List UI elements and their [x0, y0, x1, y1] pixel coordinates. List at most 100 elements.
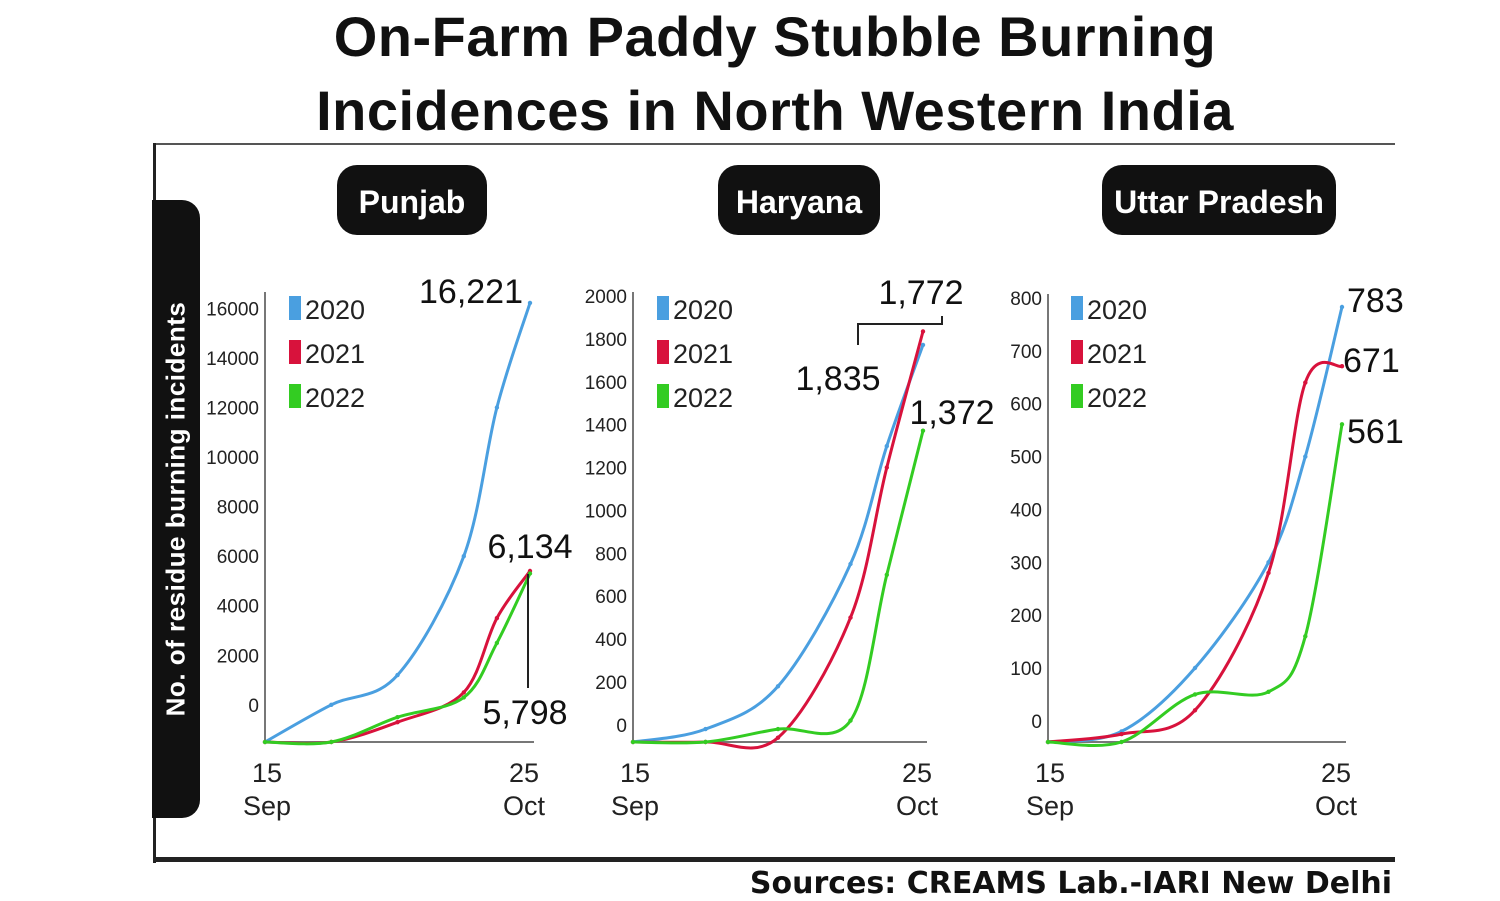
value-annotation: 6,134 [487, 528, 572, 566]
y-tick-label: 14000 [206, 349, 259, 370]
y-tick-label: 200 [1010, 606, 1042, 627]
x-tick-label: Sep [243, 791, 291, 821]
series-line-2022 [1047, 424, 1344, 748]
legend-swatch-2020 [657, 296, 669, 320]
data-point-2022 [1266, 689, 1271, 694]
y-tick-label: 800 [1010, 289, 1042, 310]
y-tick-label: 1600 [585, 373, 627, 394]
y-tick-label: 300 [1010, 553, 1042, 574]
legend-label-2022: 2022 [1087, 383, 1147, 413]
value-annotation: 5,798 [482, 694, 567, 732]
y-tick-label: 12000 [206, 399, 259, 420]
legend-swatch-2022 [1071, 384, 1083, 408]
y-tick-label: 1800 [585, 330, 627, 351]
data-point-2022 [329, 739, 334, 745]
y-tick-label: 1000 [585, 501, 627, 522]
data-point-2020 [920, 342, 926, 348]
y-tick-label: 10000 [206, 448, 259, 469]
data-point-2021 [775, 735, 781, 740]
legend-label-2022: 2022 [673, 383, 733, 413]
y-tick-label: 1400 [585, 416, 627, 437]
data-point-2021 [1266, 570, 1271, 576]
legend-swatch-2022 [289, 384, 301, 408]
y-tick-label: 500 [1010, 448, 1042, 469]
data-point-2022 [848, 718, 853, 723]
y-tick-label: 0 [248, 696, 259, 717]
value-annotation: 1,835 [795, 360, 880, 398]
chart-panel-3: Uttar Pradesh 0 100 200 300 400 500 600 700 800 15… [1010, 165, 1404, 821]
data-point-2022 [775, 726, 781, 732]
value-annotation: 783 [1347, 282, 1404, 320]
data-point-2022 [1303, 634, 1308, 639]
data-point-2021 [1339, 364, 1345, 369]
frame-top-rule [153, 143, 1395, 145]
value-annotation: 671 [1343, 342, 1400, 380]
legend-swatch-2022 [657, 384, 669, 408]
y-tick-label: 6000 [217, 547, 259, 568]
panel-title-pill [1102, 165, 1336, 235]
data-point-2020 [527, 300, 533, 306]
x-tick-label: Oct [503, 791, 546, 821]
legend-label-2020: 2020 [673, 295, 733, 325]
data-point-2020 [1192, 665, 1198, 671]
panel-title-pill [718, 165, 880, 235]
y-tick-label: 700 [1010, 342, 1042, 363]
x-tick-label: Sep [1026, 791, 1074, 821]
value-annotation: 1,372 [909, 394, 994, 432]
legend-label-2021: 2021 [673, 339, 733, 369]
data-point-2022 [1339, 422, 1345, 427]
data-point-2020 [329, 702, 334, 707]
data-point-2020 [1339, 304, 1345, 310]
data-point-2021 [461, 690, 466, 695]
y-tick-label: 8000 [217, 498, 259, 519]
series-line-2022 [632, 430, 925, 745]
frame-bottom-rule [153, 857, 1395, 862]
y-tick-label: 2000 [585, 287, 627, 308]
data-point-2021 [920, 329, 926, 334]
data-point-2021 [848, 615, 853, 620]
data-point-2021 [1119, 731, 1124, 737]
x-tick-label: 15 [252, 758, 282, 788]
data-point-2022 [630, 739, 636, 745]
data-point-2020 [494, 405, 500, 410]
data-point-2022 [395, 715, 400, 720]
data-point-2022 [884, 572, 889, 577]
x-tick-label: Oct [1315, 791, 1358, 821]
data-point-2022 [703, 739, 708, 745]
legend-label-2021: 2021 [305, 339, 365, 369]
value-annotation: 16,221 [419, 273, 523, 311]
series-line-2022 [264, 572, 532, 746]
annotation-bracket [857, 316, 943, 345]
y-tick-label: 200 [595, 673, 627, 694]
data-point-2021 [494, 615, 500, 621]
x-tick-label: Oct [896, 791, 939, 821]
chart-title: On-Farm Paddy Stubble Burning Incidences… [150, 0, 1400, 148]
x-tick-label: 15 [1035, 758, 1065, 788]
data-point-2020 [703, 726, 708, 732]
data-point-2021 [395, 720, 400, 725]
data-point-2022 [494, 640, 500, 646]
panel-title-pill [337, 165, 487, 235]
series-line-2020 [1047, 306, 1344, 744]
legend-swatch-2020 [289, 296, 301, 320]
data-point-2021 [1192, 708, 1198, 713]
legend-swatch-2021 [1071, 340, 1083, 364]
x-tick-label: 25 [902, 758, 932, 788]
data-point-2020 [884, 443, 889, 449]
data-point-2021 [1303, 380, 1308, 385]
y-tick-label: 100 [1010, 659, 1042, 680]
chart-panel-2: Haryana 0 200 400 600 800 1000 1200 1400 1600 1800… [585, 165, 995, 821]
data-point-2022 [461, 695, 466, 700]
y-tick-label: 800 [595, 544, 627, 565]
data-point-2020 [775, 684, 781, 689]
legend-swatch-2021 [289, 340, 301, 364]
source-note: Sources: CREAMS Lab.-IARI New Delhi [749, 866, 1392, 901]
y-tick-label: 600 [595, 587, 627, 608]
data-point-2022 [920, 428, 926, 433]
data-point-2022 [1119, 739, 1124, 745]
x-tick-label: 25 [509, 758, 539, 788]
title-line-2: Incidences in North Western India [316, 79, 1234, 142]
panel-title: Uttar Pradesh [1114, 184, 1324, 220]
y-tick-label: 0 [616, 716, 627, 737]
